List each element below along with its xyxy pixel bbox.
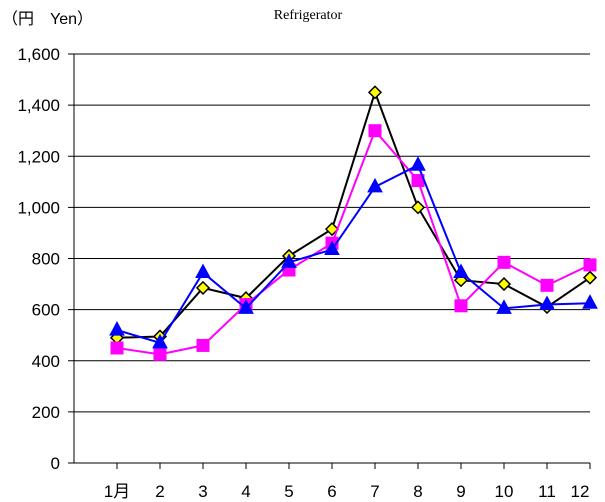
series-line (116, 89, 591, 339)
y-tick-label: 0 (51, 454, 60, 473)
data-point (195, 280, 211, 295)
data-point (152, 333, 168, 349)
y-tick-labels: 0 200 400 600 800 1,000 1,200 1,400 1,600 (17, 45, 60, 473)
y-tick-label: 1,200 (17, 147, 60, 166)
data-point (324, 240, 340, 256)
y-tick-label: 1,000 (17, 198, 60, 217)
x-tick-label: 7 (370, 482, 379, 501)
data-point (454, 299, 468, 313)
x-tick-label: 6 (327, 482, 336, 501)
data-point (110, 341, 124, 355)
series-line (116, 128, 591, 356)
data-point (109, 321, 125, 336)
data-point (410, 200, 426, 215)
data-point (238, 299, 254, 314)
y-tick-label: 800 (32, 250, 60, 269)
x-tick-label: 12 (571, 482, 590, 501)
y-tick-label: 200 (32, 403, 60, 422)
series-triangle (109, 156, 598, 349)
x-tick-label: 8 (413, 482, 422, 501)
data-point (281, 253, 297, 268)
data-point (582, 270, 598, 285)
x-tick-label: 10 (495, 482, 514, 501)
data-point (453, 263, 469, 279)
x-tick-label: 9 (456, 482, 465, 501)
data-point (496, 277, 512, 292)
x-tick-label: 11 (538, 482, 556, 501)
data-point (582, 294, 598, 309)
unit-label: （円 Yen） (2, 10, 93, 28)
y-tick-label: 1,400 (17, 96, 60, 115)
x-tick-label: 4 (241, 482, 250, 501)
y-tick-label: 1,600 (17, 45, 60, 64)
series-group (109, 85, 598, 361)
data-point (583, 258, 597, 272)
data-point (324, 222, 340, 237)
data-point (367, 85, 383, 100)
y-tick-label: 600 (32, 301, 60, 320)
chart-title: Refrigerator (274, 8, 343, 23)
y-tick-label: 400 (32, 352, 60, 371)
x-tick-label: 1月 (104, 482, 130, 501)
data-point (367, 177, 383, 193)
series-square (110, 124, 597, 361)
x-tick-labels: 1月 2 3 4 5 6 7 8 9 10 11 12 (104, 482, 590, 501)
data-point (195, 263, 211, 279)
data-point (153, 347, 167, 361)
data-point (540, 278, 554, 292)
data-point (368, 124, 382, 138)
data-point (497, 255, 511, 269)
data-point (496, 299, 512, 314)
data-point (539, 295, 555, 311)
x-tick-label: 3 (198, 482, 207, 501)
x-tick-label: 5 (284, 482, 293, 501)
series-line (116, 163, 591, 345)
axes (68, 53, 591, 469)
x-tick-label: 2 (155, 482, 164, 501)
data-point (410, 156, 426, 171)
data-point (196, 338, 210, 352)
